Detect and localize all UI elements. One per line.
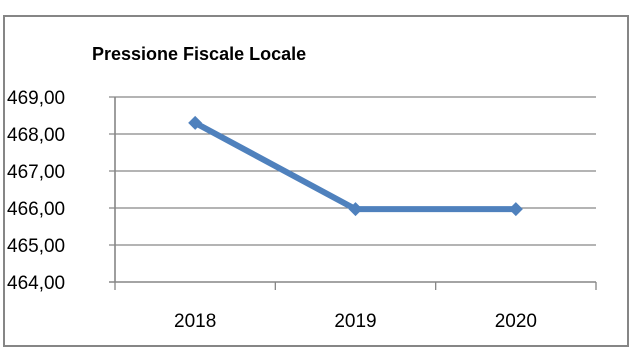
series [188, 115, 523, 217]
chart-title: Pressione Fiscale Locale [92, 44, 307, 64]
gridlines [109, 96, 596, 246]
y-tick-label: 468,00 [7, 125, 65, 146]
series-line [192, 119, 519, 213]
x-tick-label: 2018 [174, 311, 216, 332]
y-tick-label: 469,00 [7, 88, 65, 109]
y-tick-label: 465,00 [7, 236, 65, 257]
x-tick-labels: 2018 2019 2020 [174, 311, 537, 332]
data-point [508, 202, 523, 217]
chart-frame [3, 15, 629, 347]
y-tick-labels: 464,00 465,00 466,00 467,00 468,00 469,00 [7, 88, 65, 294]
y-tick-label: 466,00 [7, 199, 65, 220]
y-tick-label: 464,00 [7, 273, 65, 294]
y-tick-label: 467,00 [7, 162, 65, 183]
data-point [348, 202, 363, 217]
x-tick-label: 2019 [334, 311, 376, 332]
x-tick-label: 2020 [495, 311, 537, 332]
data-point [188, 115, 203, 130]
axes [109, 97, 597, 290]
